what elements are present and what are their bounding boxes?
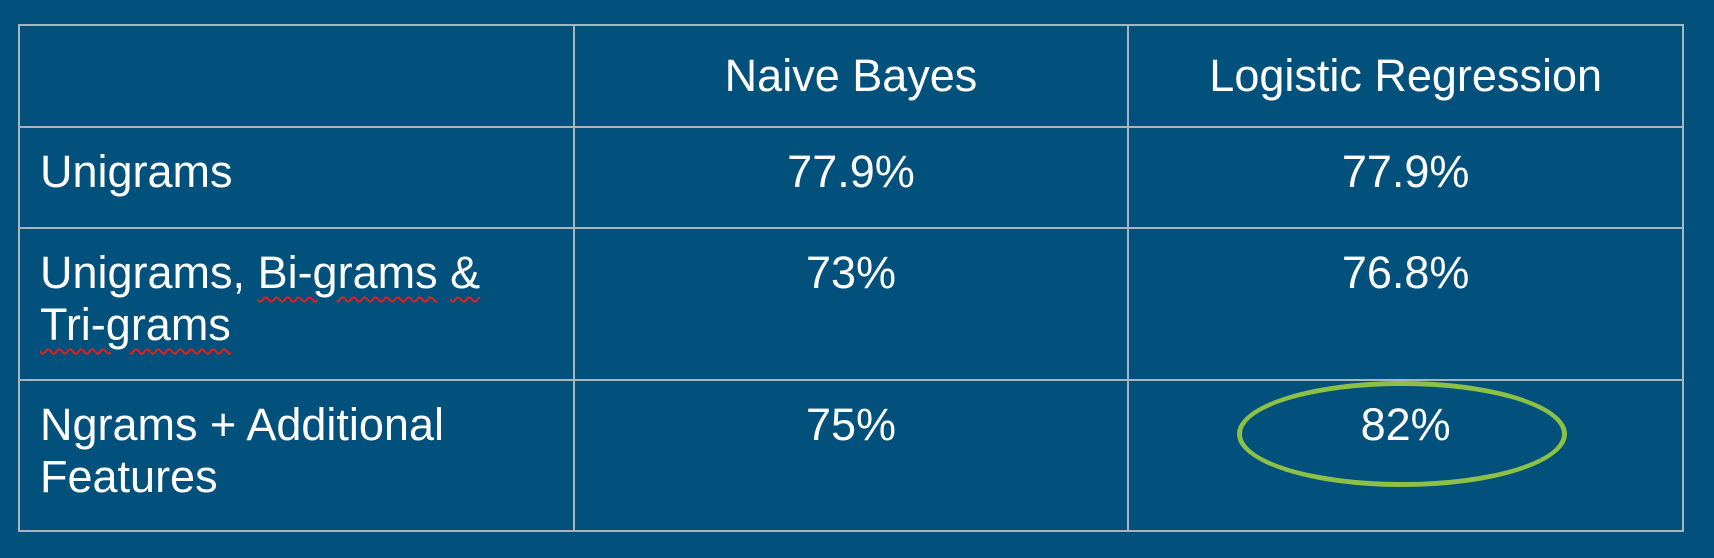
row-label: Ngrams + Additional Features — [20, 381, 573, 503]
results-table: Naive Bayes Logistic Regression Unigrams… — [18, 24, 1684, 532]
row-label-cell: Ngrams + Additional Features — [18, 379, 575, 532]
logistic-regression-cell: 82% — [1127, 379, 1684, 532]
logistic-regression-cell: 76.8% — [1127, 227, 1684, 381]
spellcheck-word: Bi-grams — [257, 247, 438, 298]
naive-bayes-value: 75% — [805, 399, 897, 450]
naive-bayes-value: 73% — [805, 247, 897, 298]
row-label-part: Features — [40, 451, 218, 502]
naive-bayes-cell: 75% — [572, 379, 1130, 532]
logistic-regression-cell: 77.9% — [1127, 126, 1684, 229]
spellcheck-word: Tri-grams — [40, 299, 231, 350]
logistic-regression-value: 77.9% — [1341, 146, 1470, 197]
table-row: Unigrams 77.9% 77.9% — [18, 126, 1684, 229]
header-row: Naive Bayes Logistic Regression — [18, 24, 1684, 128]
header-logistic-regression: Logistic Regression — [1127, 24, 1684, 128]
highlight-oval — [1237, 381, 1568, 487]
row-label-cell: Unigrams, Bi-grams & Tri-grams — [18, 227, 575, 381]
header-empty-cell — [18, 24, 575, 128]
spellcheck-word: & — [450, 247, 481, 298]
row-label-part: Unigrams, — [40, 247, 258, 298]
row-label-cell: Unigrams — [18, 126, 575, 229]
row-label-part — [438, 247, 451, 298]
header-naive-bayes: Naive Bayes — [572, 24, 1130, 128]
row-label: Unigrams, Bi-grams & Tri-grams — [20, 229, 573, 351]
table-row: Unigrams, Bi-grams & Tri-grams 73% 76.8% — [18, 227, 1684, 381]
logistic-regression-value: 76.8% — [1341, 247, 1470, 298]
naive-bayes-cell: 73% — [572, 227, 1130, 381]
naive-bayes-cell: 77.9% — [572, 126, 1130, 229]
row-label: Unigrams — [20, 128, 573, 198]
highlighted-value-wrap: 82% — [1129, 381, 1682, 530]
row-label-part: Unigrams — [40, 146, 233, 197]
row-label-part: Ngrams + Additional — [40, 399, 444, 450]
table-row: Ngrams + Additional Features 75% 82% — [18, 379, 1684, 532]
naive-bayes-value: 77.9% — [787, 146, 915, 197]
